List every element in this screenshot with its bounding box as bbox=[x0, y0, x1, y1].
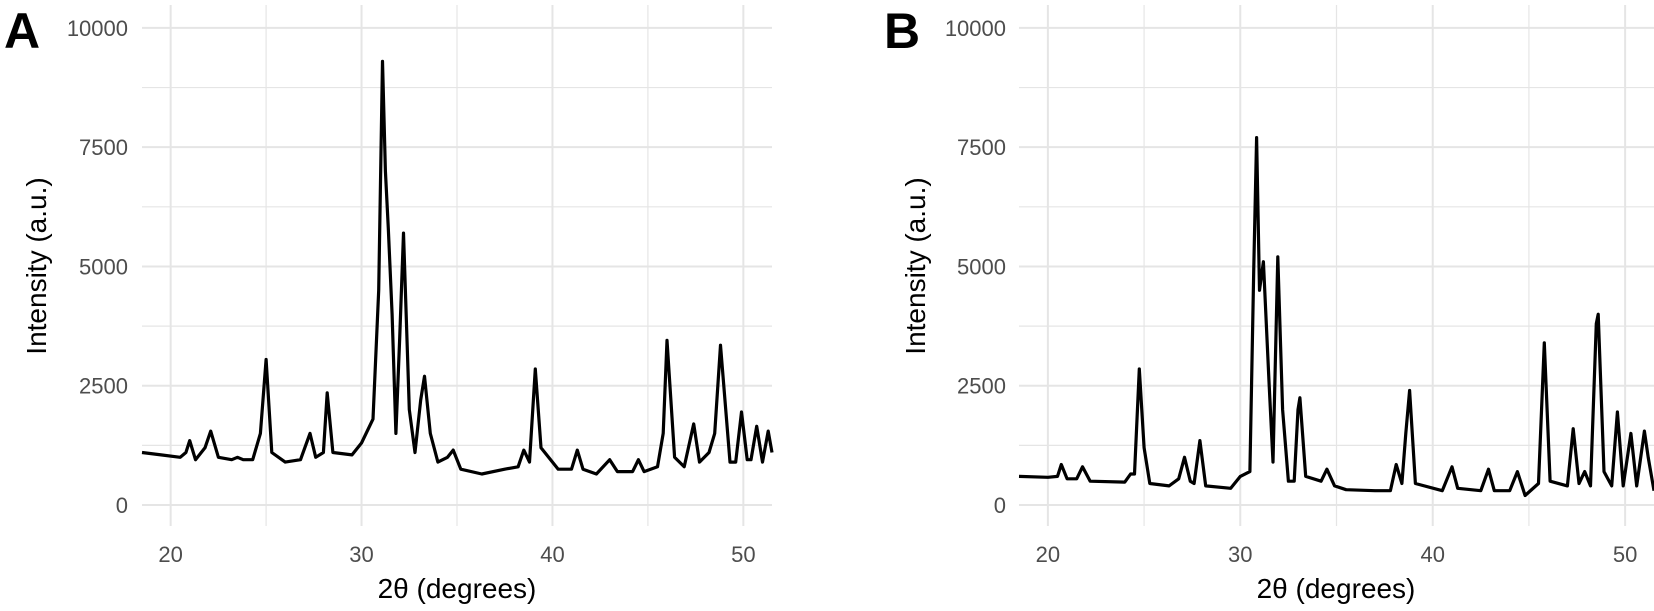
panel-a-label: A bbox=[4, 3, 40, 59]
x-tick-label: 40 bbox=[1420, 542, 1444, 567]
panel-b: 20 30 40 50 0 2500 5000 7500 10000 B 2θ (degrees… bbox=[884, 3, 1654, 604]
panel-b-xrd-line bbox=[1018, 136, 1654, 498]
panel-b-x-axis-title: 2θ (degrees) bbox=[1257, 573, 1416, 604]
y-tick-label: 0 bbox=[994, 493, 1006, 518]
x-tick-label: 50 bbox=[731, 542, 755, 567]
panel-a-grid bbox=[142, 5, 772, 526]
x-tick-label: 20 bbox=[1036, 542, 1060, 567]
x-tick-label: 50 bbox=[1613, 542, 1637, 567]
panel-a-xrd-line bbox=[141, 59, 774, 476]
panel-b-grid bbox=[1019, 5, 1654, 526]
x-tick-label: 20 bbox=[158, 542, 182, 567]
y-tick-label: 7500 bbox=[79, 135, 128, 160]
panel-a-x-axis-title: 2θ (degrees) bbox=[378, 573, 537, 604]
y-tick-label: 0 bbox=[116, 493, 128, 518]
y-tick-label: 5000 bbox=[957, 254, 1006, 279]
x-tick-label: 30 bbox=[1228, 542, 1252, 567]
y-tick-label: 10000 bbox=[945, 16, 1006, 41]
y-tick-label: 5000 bbox=[79, 254, 128, 279]
panel-a: 20 30 40 50 0 2500 5000 7500 10000 A 2θ (degrees… bbox=[4, 3, 774, 604]
y-tick-label: 2500 bbox=[79, 374, 128, 399]
panel-b-label: B bbox=[884, 3, 920, 59]
panel-a-y-axis-title: Intensity (a.u.) bbox=[21, 177, 52, 354]
panel-a-ticks: 20 30 40 50 0 2500 5000 7500 10000 bbox=[67, 16, 756, 567]
panel-b-y-axis-title: Intensity (a.u.) bbox=[900, 177, 931, 354]
x-tick-label: 30 bbox=[349, 542, 373, 567]
y-tick-label: 7500 bbox=[957, 135, 1006, 160]
panel-b-ticks: 20 30 40 50 0 2500 5000 7500 10000 bbox=[945, 16, 1638, 567]
y-tick-label: 10000 bbox=[67, 16, 128, 41]
y-tick-label: 2500 bbox=[957, 374, 1006, 399]
x-tick-label: 40 bbox=[540, 542, 564, 567]
